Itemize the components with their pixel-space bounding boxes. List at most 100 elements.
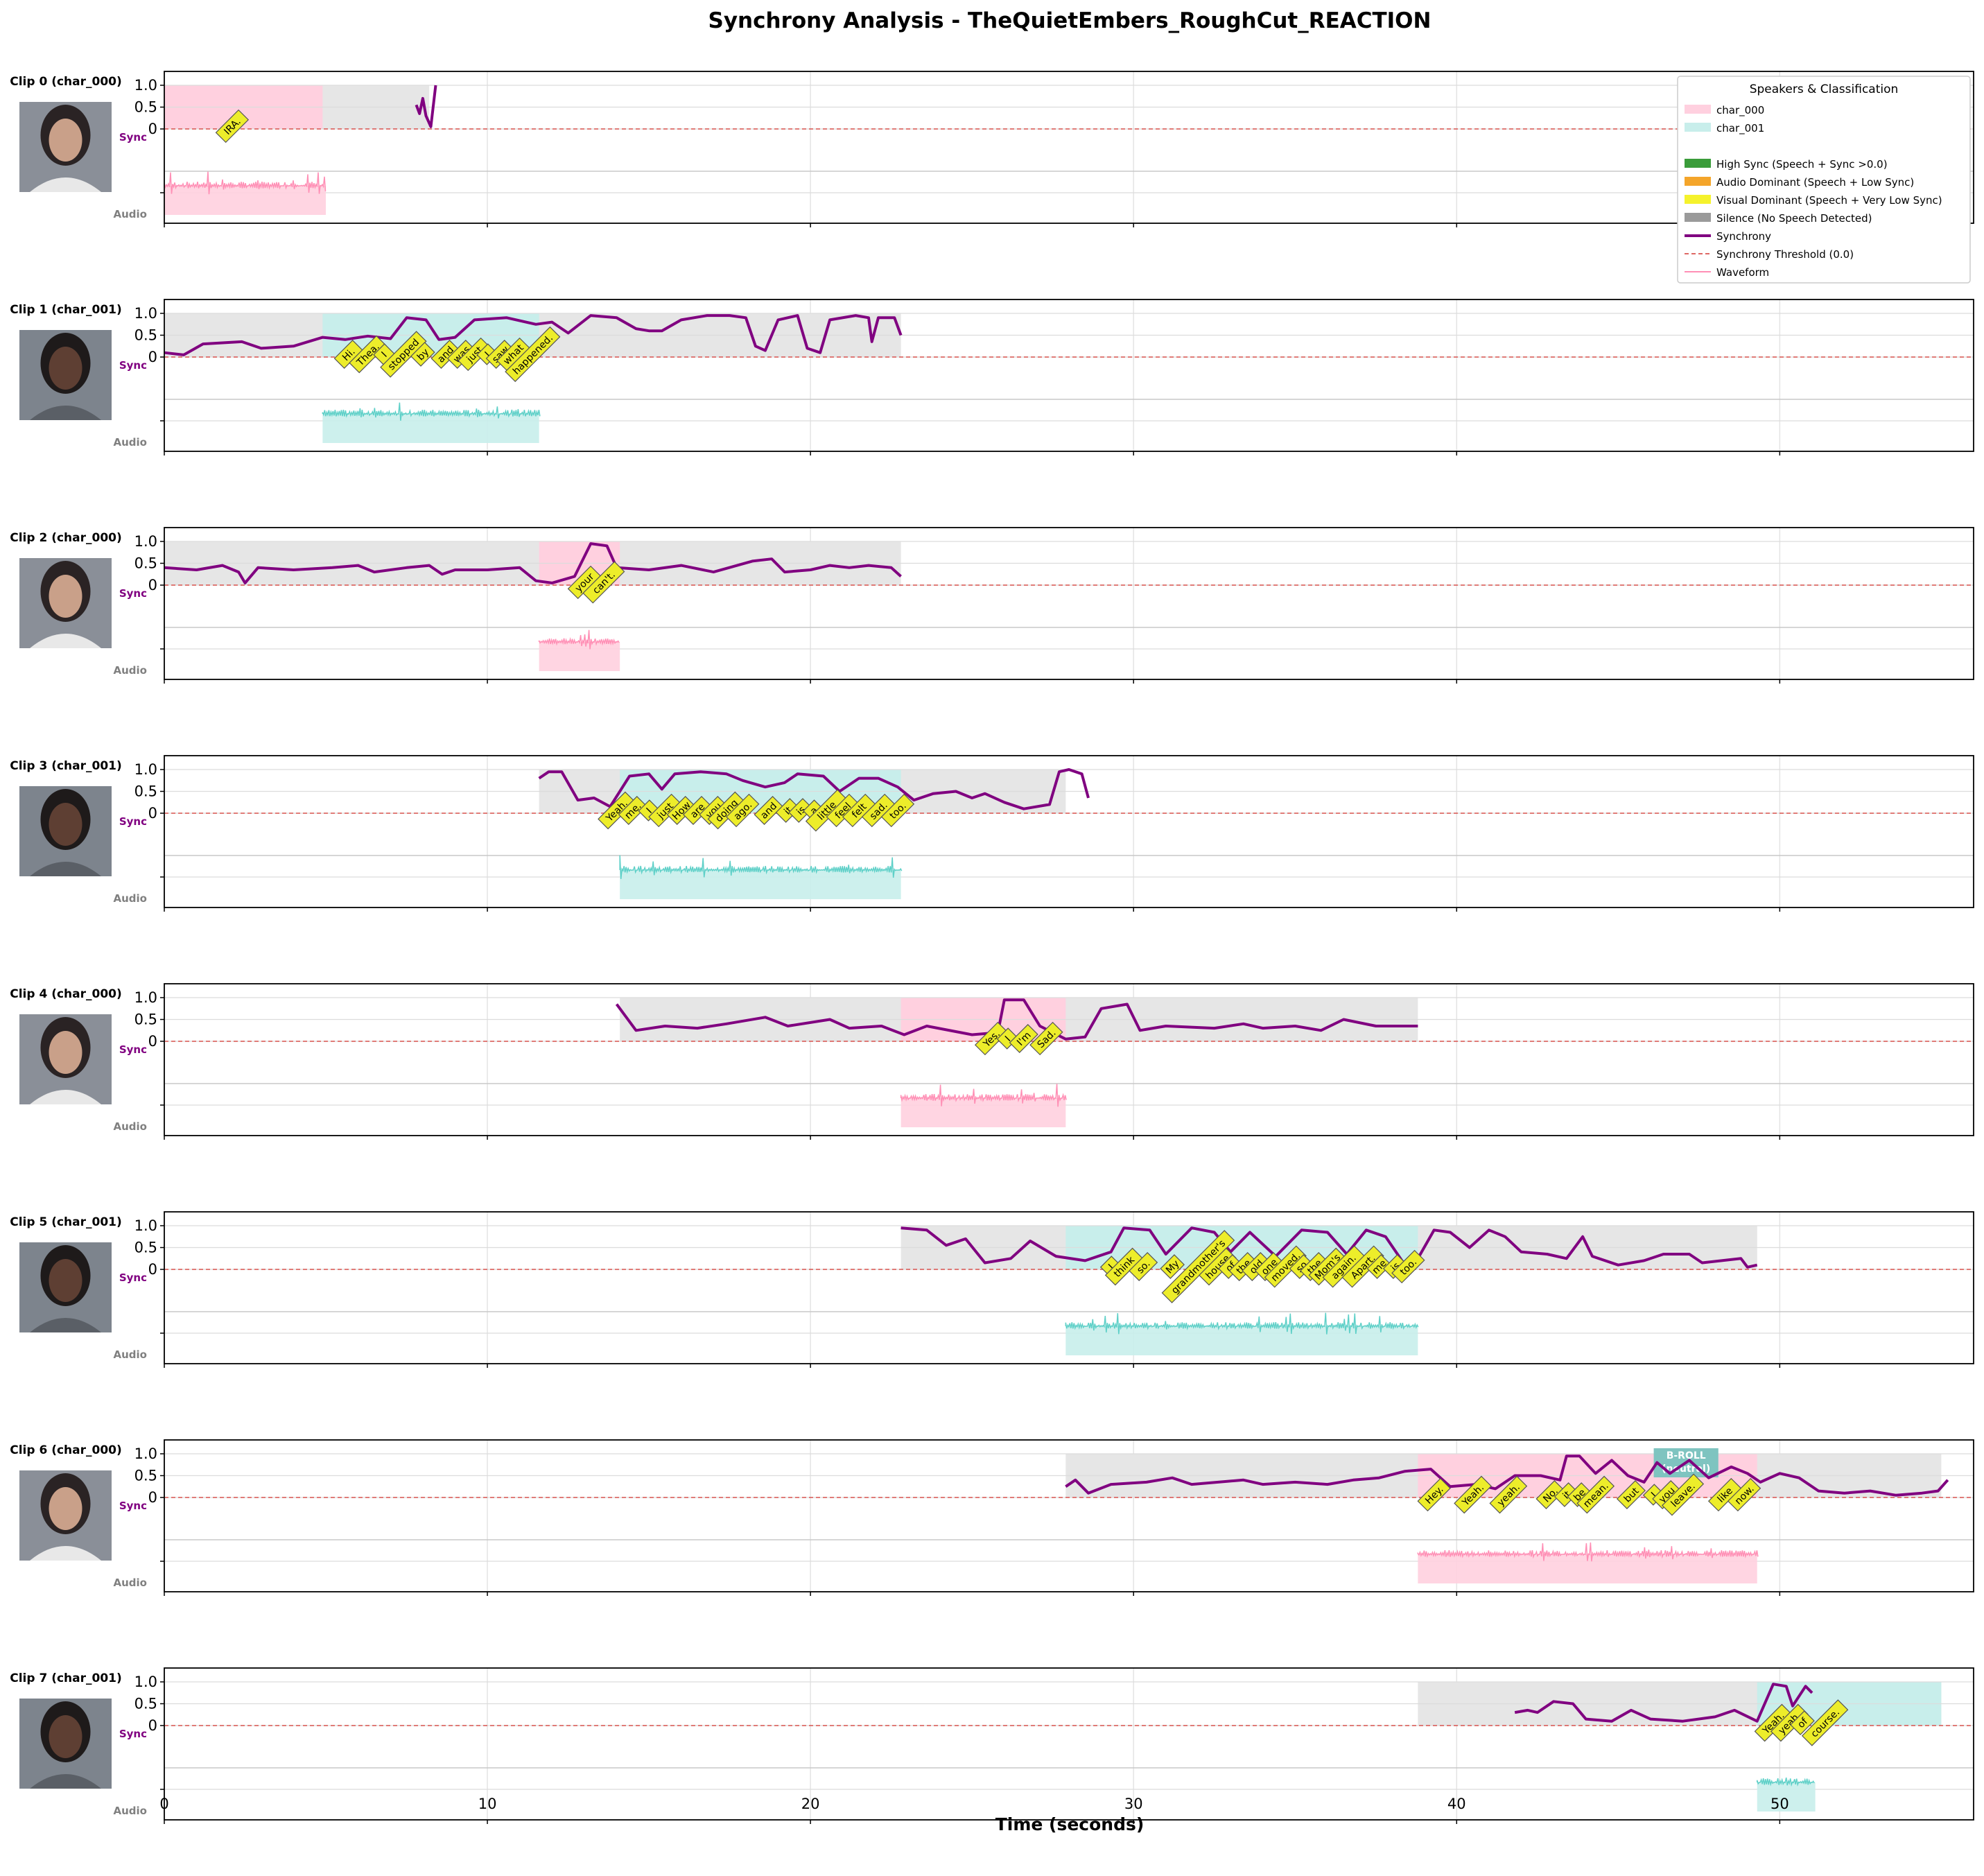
face-thumbnail-icon xyxy=(19,558,112,648)
thumbnail-shoulders xyxy=(30,1318,101,1332)
thumbnail-face xyxy=(49,803,82,846)
word-tag-box xyxy=(505,326,561,383)
legend-item-label: char_001 xyxy=(1716,122,1764,135)
legend-item-label: High Sync (Speech + Sync >0.0) xyxy=(1716,158,1888,171)
legend-item-label: Waveform xyxy=(1716,266,1769,279)
audio-row-label: Audio xyxy=(114,436,147,449)
y-tick-label: 0.5 xyxy=(134,1696,157,1712)
word-tag: is xyxy=(788,798,813,823)
face-thumbnail-icon xyxy=(19,1699,112,1789)
sync-row-label: Sync xyxy=(119,1043,147,1056)
word-tag-box xyxy=(349,335,387,374)
thumbnail-face xyxy=(49,1487,82,1530)
thumbnail-shoulders xyxy=(30,1090,101,1104)
waveform-band xyxy=(1065,1326,1418,1355)
word-tag-box xyxy=(1264,1245,1307,1288)
x-tick-label: 20 xyxy=(801,1796,820,1812)
legend-item-label: char_000 xyxy=(1716,104,1764,117)
thumbnail-face xyxy=(49,575,82,618)
plot-frame xyxy=(164,299,1974,452)
synchrony-line xyxy=(900,1226,1758,1269)
word-tag-box xyxy=(726,793,760,828)
clip-panel-2: Clip 2 (char_000)SyncAudioyourcan't.1.00… xyxy=(10,527,1974,684)
legend-item-label: Synchrony xyxy=(1716,230,1771,243)
clip-label: Clip 2 (char_000) xyxy=(10,531,122,545)
audio-row-label: Audio xyxy=(114,1120,147,1133)
clip-label: Clip 0 (char_000) xyxy=(10,75,122,89)
thumbnail-shoulders xyxy=(30,1546,101,1561)
word-tag-box xyxy=(1616,1479,1646,1510)
y-tick-label: 0.5 xyxy=(134,1240,157,1256)
y-tick-label: 0 xyxy=(148,1261,157,1278)
y-tick-label: 0 xyxy=(148,577,157,593)
word-tag-box xyxy=(1661,1473,1705,1516)
sync-row-label: Sync xyxy=(119,359,147,372)
audio-row-label: Audio xyxy=(114,208,147,220)
y-tick-label: 0 xyxy=(148,805,157,822)
y-tick-label: 1.0 xyxy=(134,533,157,550)
y-tick-label: 0.5 xyxy=(134,1011,157,1028)
synchrony-line xyxy=(164,542,902,584)
y-tick-label: 0 xyxy=(148,349,157,365)
clip-panel-1: Clip 1 (char_001)SyncAudioHi.Thea.Istopp… xyxy=(10,299,1974,455)
clip-label: Clip 3 (char_001) xyxy=(10,759,122,773)
y-tick-label: 1.0 xyxy=(134,1217,157,1234)
word-tag-box xyxy=(1576,1475,1615,1514)
word-tag-box xyxy=(380,331,427,378)
y-tick-label: 0.5 xyxy=(134,1468,157,1484)
thumbnail-shoulders xyxy=(30,177,101,192)
word-tag-box xyxy=(1104,1247,1143,1286)
face-thumbnail-icon xyxy=(19,1470,112,1561)
word-tag-box xyxy=(582,561,625,604)
synchrony-line xyxy=(615,998,1418,1041)
word-tag-box xyxy=(1727,1477,1761,1512)
word-tag-box xyxy=(1801,1699,1849,1746)
legend-swatch xyxy=(1685,159,1711,168)
audio-row-label: Audio xyxy=(114,664,147,677)
legend-swatch xyxy=(1685,105,1711,114)
legend-item-label: Silence (No Speech Detected) xyxy=(1716,212,1872,225)
y-tick-label: 0.5 xyxy=(134,555,157,572)
y-tick-label: 0.5 xyxy=(134,99,157,116)
word-tag-box xyxy=(1535,1479,1565,1510)
y-tick-label: 0.5 xyxy=(134,783,157,800)
broll-label: B-ROLL xyxy=(1667,1450,1706,1461)
sync-row-label: Sync xyxy=(119,1271,147,1284)
waveform-band xyxy=(900,1098,1066,1127)
x-tick-label: 40 xyxy=(1447,1796,1466,1812)
plot-frame xyxy=(164,1211,1974,1364)
legend: Speakers & Classification char_000 char_00… xyxy=(1677,76,1971,284)
y-tick-label: 1.0 xyxy=(134,761,157,778)
y-tick-label: 1.0 xyxy=(134,989,157,1006)
face-thumbnail-icon xyxy=(19,1242,112,1332)
clip-label: Clip 6 (char_000) xyxy=(10,1443,122,1457)
y-tick-label: 0.5 xyxy=(134,327,157,344)
chart-title: Synchrony Analysis - TheQuietEmbers_Roug… xyxy=(708,8,1432,33)
waveform-band xyxy=(1757,1782,1816,1812)
thumbnail-shoulders xyxy=(30,406,101,420)
synchrony-line xyxy=(1065,1454,1949,1497)
waveform-line xyxy=(538,629,620,650)
word-tag-box xyxy=(1009,1023,1038,1054)
legend-swatch xyxy=(1685,213,1711,222)
x-tick-label: 10 xyxy=(478,1796,497,1812)
clip-label: Clip 1 (char_001) xyxy=(10,303,122,317)
clip-panels: Clip 0 (char_000)SyncAudioIRA.1.00.50Cli… xyxy=(10,71,1974,1824)
y-tick-label: 1.0 xyxy=(134,1674,157,1690)
waveform-band xyxy=(322,414,539,443)
x-axis-label: Time (seconds) xyxy=(995,1814,1145,1834)
legend-item-label: Audio Dominant (Speech + Low Sync) xyxy=(1716,176,1914,189)
word-tag-box xyxy=(1029,1021,1063,1056)
waveform-band xyxy=(164,186,327,215)
legend-swatch xyxy=(1685,195,1711,204)
x-axis: 0 10 20 30 40 50 xyxy=(159,1796,1789,1812)
word-tag-box xyxy=(974,1021,1009,1056)
sync-row-label: Sync xyxy=(119,1500,147,1512)
sync-row-label: Sync xyxy=(119,815,147,828)
plot-area xyxy=(164,71,1974,223)
word-tag: I xyxy=(373,343,395,365)
y-tick-label: 0 xyxy=(148,121,157,137)
x-tick-label: 50 xyxy=(1770,1796,1789,1812)
clip-panel-7: Clip 7 (char_001)SyncAudioYeah.yeah.ofco… xyxy=(10,1667,1974,1824)
